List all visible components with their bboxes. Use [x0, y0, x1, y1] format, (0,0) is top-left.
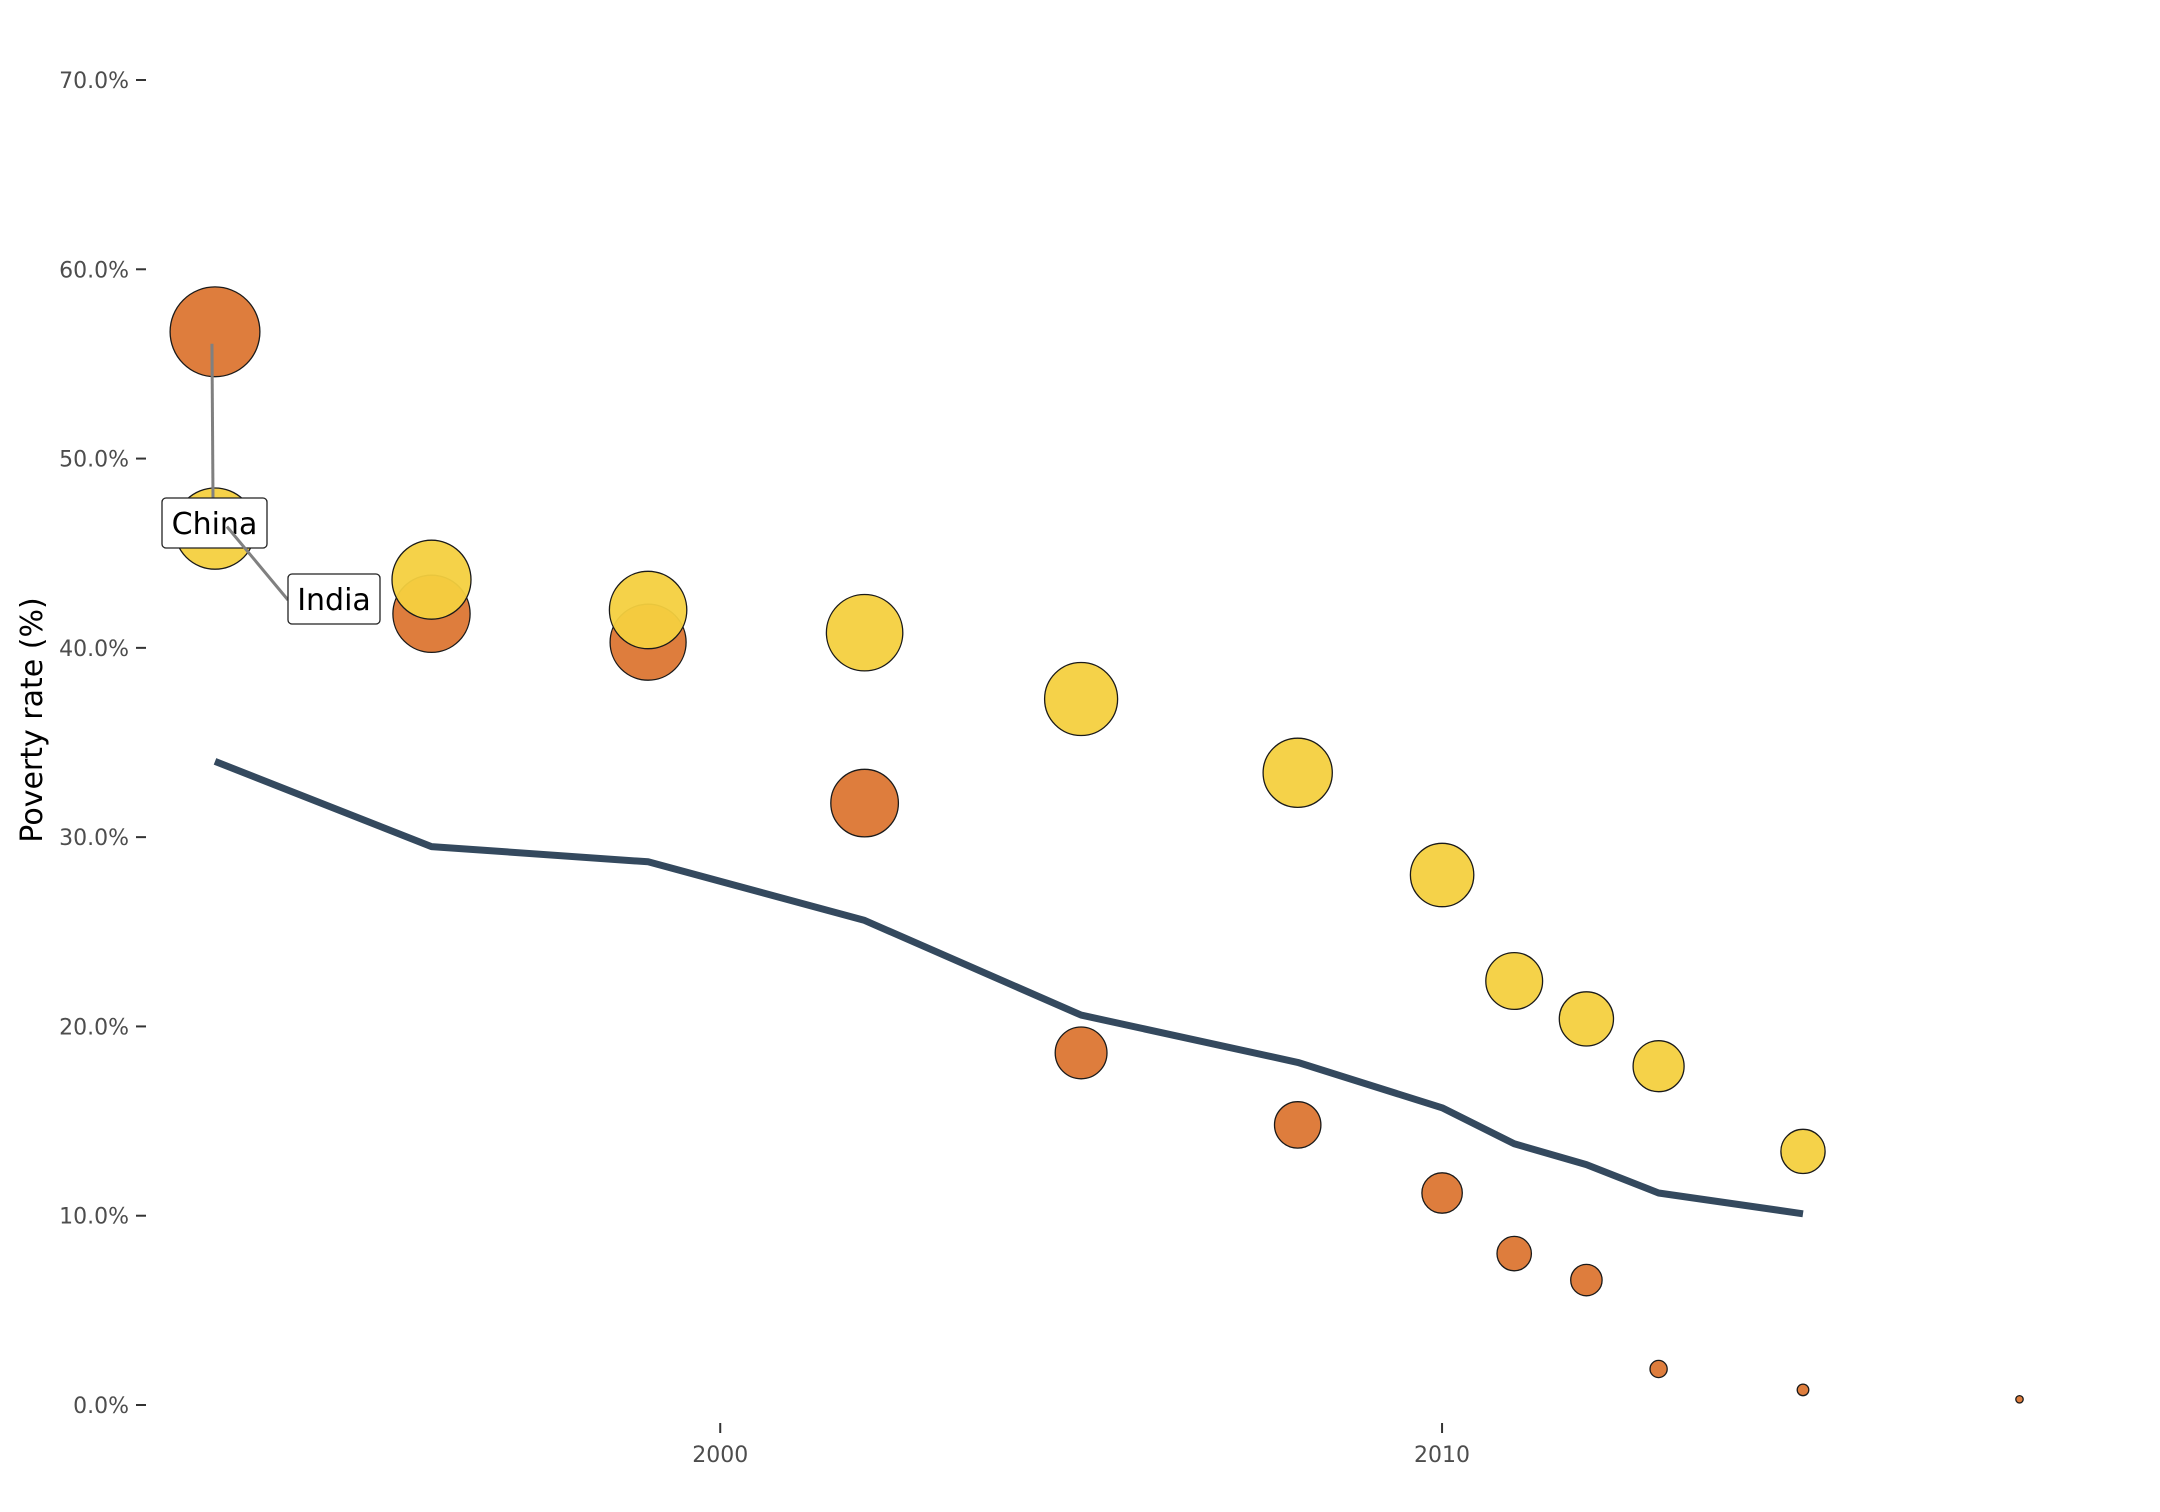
- china-bubble: [1273, 1101, 1322, 1149]
- y-tick-label: 60.0%: [59, 258, 129, 283]
- india-label-leader: [225, 525, 290, 601]
- y-tick-label: 30.0%: [59, 826, 129, 851]
- y-tick-label: 70.0%: [59, 69, 129, 94]
- china-bubble: [1649, 1359, 1668, 1379]
- china-bubble: [2015, 1394, 2024, 1404]
- india-bubble: [1632, 1040, 1685, 1093]
- india-label-box: [287, 573, 381, 625]
- india-bubble: [825, 593, 904, 672]
- china-label-box: [161, 497, 268, 549]
- x-axis: 2000 2010: [692, 1423, 1470, 1468]
- y-axis-title: Poverty rate (%): [15, 597, 50, 842]
- china-bubble: [1421, 1172, 1463, 1214]
- x-tick-label: 2000: [692, 1443, 748, 1468]
- china-label-leader: [210, 343, 215, 499]
- india-label-text: India: [297, 583, 371, 618]
- x-tick-label: 2010: [1414, 1443, 1470, 1468]
- india-bubble: [1780, 1128, 1826, 1175]
- china-bubble: [1054, 1026, 1108, 1080]
- india-bubble: [391, 539, 472, 620]
- poverty-trend-line: [213, 758, 1804, 1218]
- china-bubble: [1796, 1383, 1810, 1397]
- china-label-text: China: [172, 507, 258, 542]
- y-tick-label: 20.0%: [59, 1015, 129, 1040]
- line-layer: [213, 758, 1804, 1218]
- china-bubble: [1496, 1235, 1533, 1272]
- china-bubble: [1570, 1263, 1603, 1297]
- y-tick-label: 10.0%: [59, 1205, 129, 1230]
- india-bubble: [1262, 737, 1333, 809]
- china-bubble: [169, 286, 261, 378]
- india-bubble: [608, 570, 688, 650]
- y-tick-label: 0.0%: [73, 1394, 129, 1419]
- china-bubble: [830, 768, 900, 838]
- y-tick-label: 50.0%: [59, 448, 129, 473]
- india-bubble: [1043, 661, 1119, 737]
- india-bubble: [1558, 991, 1615, 1047]
- india-bubble: [1485, 951, 1544, 1011]
- label-layer: China India: [161, 343, 381, 625]
- y-tick-label: 40.0%: [59, 637, 129, 662]
- y-axis: 0.0% 10.0% 20.0% 30.0% 40.0% 50.0% 60.0% 70.0%: [59, 69, 146, 1419]
- india-bubble: [1409, 842, 1475, 908]
